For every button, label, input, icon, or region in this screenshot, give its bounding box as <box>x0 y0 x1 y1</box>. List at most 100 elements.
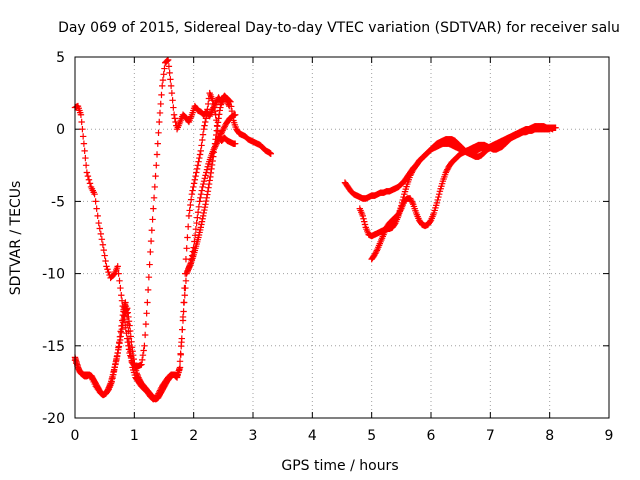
data-point-marker <box>427 218 434 225</box>
data-point-marker <box>82 154 89 162</box>
data-point-marker <box>182 277 190 285</box>
data-point-marker <box>200 180 207 188</box>
data-point-marker <box>194 209 202 216</box>
data-point-marker <box>91 190 98 198</box>
data-point-marker <box>156 109 164 117</box>
data-point-marker <box>126 322 133 329</box>
data-point-marker <box>178 335 185 342</box>
data-point-marker <box>191 238 198 245</box>
data-point-marker <box>210 100 217 108</box>
data-point-marker <box>193 169 200 176</box>
data-point-marker <box>147 248 154 256</box>
data-point-marker <box>267 150 274 157</box>
data-point-marker <box>164 57 171 64</box>
data-point-marker <box>156 118 163 126</box>
data-point-marker <box>159 82 166 90</box>
y-tick-label: -20 <box>42 411 65 427</box>
data-point-marker <box>188 190 196 198</box>
data-point-marker <box>148 227 156 234</box>
tick-labels: 0 1 2 3 4 5 6 7 8 9 -20 -15 -10 -5 0 5 <box>42 50 613 444</box>
data-point-marker <box>170 111 178 118</box>
data-point-marker <box>83 169 91 176</box>
data-point-marker <box>188 256 195 263</box>
data-point-marker <box>191 232 199 239</box>
data-point-marker <box>192 225 200 233</box>
data-point-marker <box>226 102 233 110</box>
data-point-marker <box>147 237 155 245</box>
data-point-marker <box>396 208 404 215</box>
data-point-marker <box>104 266 111 273</box>
data-point-marker <box>97 230 105 238</box>
data-point-marker <box>395 211 402 218</box>
data-point-marker <box>189 187 196 194</box>
data-point-marker <box>407 196 415 204</box>
data-point-marker <box>155 129 162 137</box>
y-tick-label: -15 <box>42 339 65 355</box>
data-point-marker <box>79 133 87 140</box>
data-point-marker <box>138 356 146 364</box>
data-point-marker <box>100 246 107 254</box>
data-point-marker <box>139 351 147 359</box>
data-point-marker <box>194 214 201 221</box>
x-tick-label: 4 <box>308 428 317 444</box>
data-point-marker <box>442 169 450 176</box>
data-point-marker <box>179 317 187 324</box>
data-point-marker <box>163 58 170 65</box>
data-point-marker <box>186 207 193 214</box>
data-point-marker <box>116 277 123 285</box>
data-point-marker <box>197 147 204 155</box>
data-point-marker <box>115 270 122 277</box>
x-tick-label: 9 <box>605 428 614 444</box>
data-point-marker <box>190 180 198 187</box>
data-point-marker <box>407 172 414 179</box>
data-point-marker <box>165 63 173 70</box>
data-point-marker <box>103 263 110 270</box>
data-point-marker <box>102 257 109 265</box>
data-point-marker <box>140 347 147 354</box>
data-point-marker <box>191 176 199 183</box>
data-point-marker <box>157 100 164 108</box>
data-point-marker <box>203 111 210 118</box>
data-point-marker <box>96 225 103 232</box>
data-point-marker <box>93 205 100 212</box>
data-point-marker <box>85 176 93 183</box>
data-point-marker <box>211 144 218 152</box>
data-point-marker <box>182 284 189 292</box>
data-point-marker <box>141 331 149 339</box>
data-point-marker <box>117 284 124 292</box>
data-point-marker <box>199 131 207 138</box>
data-point-marker <box>409 199 416 207</box>
data-point-marker <box>180 308 187 315</box>
x-tick-label: 7 <box>486 428 495 444</box>
data-point-marker <box>151 183 159 191</box>
x-tick-label: 0 <box>71 428 80 444</box>
data-point-marker <box>82 162 90 169</box>
data-point-marker <box>78 118 85 126</box>
data-point-marker <box>203 169 210 176</box>
data-point-marker <box>193 219 200 227</box>
data-point-marker <box>192 172 199 180</box>
data-point-marker <box>217 131 224 139</box>
data-point-marker <box>201 175 208 182</box>
data-point-marker <box>213 140 220 147</box>
data-point-marker <box>196 154 203 162</box>
data-point-marker <box>202 118 209 126</box>
data-point-marker <box>98 236 106 243</box>
data-point-marker <box>197 194 204 201</box>
data-point-marker <box>160 71 167 78</box>
data-point-marker <box>144 286 152 294</box>
data-point-marker <box>138 361 145 368</box>
data-point-marker <box>200 177 208 185</box>
data-point-marker <box>164 56 172 64</box>
data-point-marker <box>435 190 443 198</box>
data-point-marker <box>178 342 185 350</box>
data-point-marker <box>434 196 441 204</box>
data-point-marker <box>182 255 190 263</box>
y-tick-label: -5 <box>51 194 65 210</box>
data-point-marker <box>92 198 99 205</box>
data-point-marker <box>218 128 226 136</box>
y-axis-label: SDTVAR / TECUs <box>8 181 24 296</box>
data-point-marker <box>195 158 202 165</box>
data-point-marker <box>166 69 173 77</box>
data-point-marker <box>145 274 153 281</box>
